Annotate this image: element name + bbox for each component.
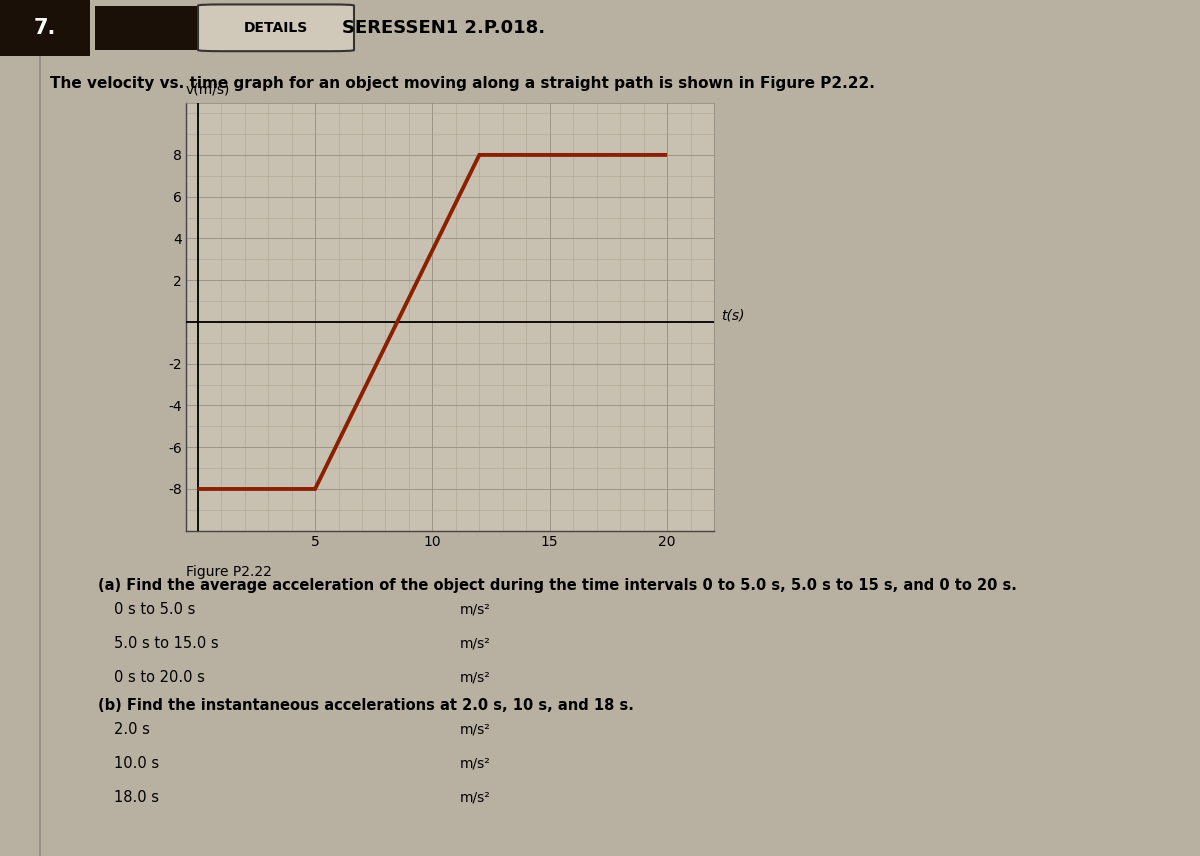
Text: SERESSEN1 2.P.018.: SERESSEN1 2.P.018. xyxy=(342,19,545,37)
Text: t(s): t(s) xyxy=(721,309,744,323)
Bar xyxy=(0,0,90,56)
Text: v(m/s): v(m/s) xyxy=(186,82,230,97)
Text: m/s²: m/s² xyxy=(460,637,491,651)
Text: 10.0 s: 10.0 s xyxy=(114,756,160,771)
Text: 0 s to 5.0 s: 0 s to 5.0 s xyxy=(114,602,196,617)
Text: Figure P2.22: Figure P2.22 xyxy=(186,565,272,579)
Bar xyxy=(95,6,209,51)
FancyBboxPatch shape xyxy=(198,4,354,51)
Text: 7.: 7. xyxy=(34,18,55,38)
Text: DETAILS: DETAILS xyxy=(244,21,308,35)
Text: m/s²: m/s² xyxy=(460,722,491,736)
Text: 2.0 s: 2.0 s xyxy=(114,722,150,737)
Text: (a) Find the average acceleration of the object during the time intervals 0 to 5: (a) Find the average acceleration of the… xyxy=(98,578,1018,593)
Text: The velocity vs. time graph for an object moving along a straight path is shown : The velocity vs. time graph for an objec… xyxy=(50,75,875,91)
Text: 5.0 s to 15.0 s: 5.0 s to 15.0 s xyxy=(114,636,218,651)
Text: m/s²: m/s² xyxy=(460,791,491,805)
Text: m/s²: m/s² xyxy=(460,757,491,770)
Text: m/s²: m/s² xyxy=(460,603,491,616)
Text: 0 s to 20.0 s: 0 s to 20.0 s xyxy=(114,670,205,686)
Text: m/s²: m/s² xyxy=(460,671,491,685)
Text: (b) Find the instantaneous accelerations at 2.0 s, 10 s, and 18 s.: (b) Find the instantaneous accelerations… xyxy=(98,698,635,713)
Text: 18.0 s: 18.0 s xyxy=(114,790,158,805)
